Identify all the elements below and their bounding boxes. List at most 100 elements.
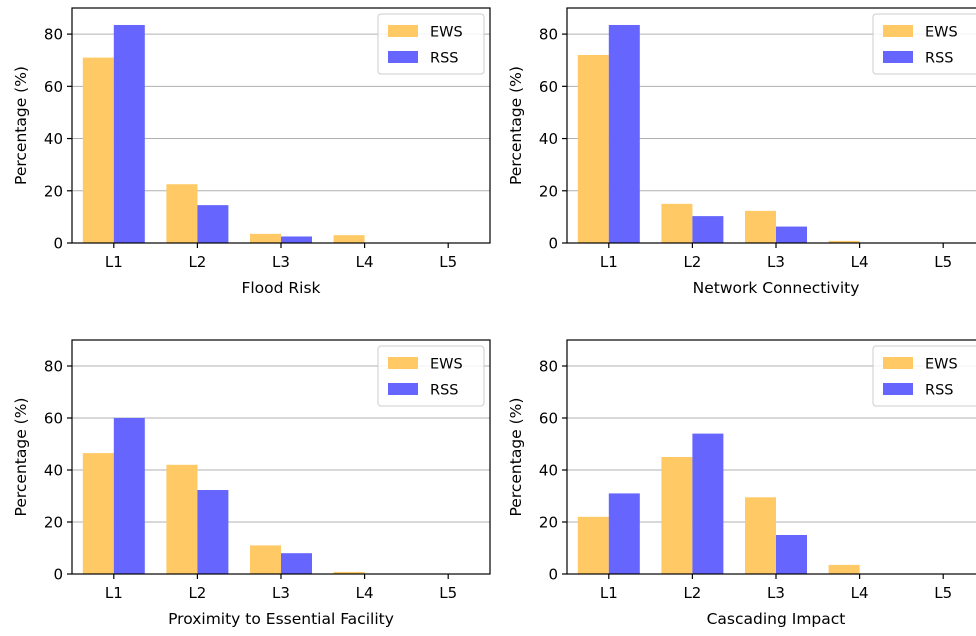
legend-swatch-ews [388,357,418,369]
bar-rss-l2 [692,216,724,243]
x-axis-label: Proximity to Essential Facility [168,610,394,628]
legend-swatch-ews [883,357,913,369]
x-tick-label: L4 [851,584,869,602]
x-tick-label: L2 [683,253,701,271]
y-tick-label: 80 [539,26,558,44]
x-tick-label: L5 [439,584,457,602]
x-axis-label: Network Connectivity [693,279,860,297]
y-tick-label: 0 [548,235,558,253]
x-tick-label: L1 [600,253,618,271]
bar-ews-l3 [745,210,776,243]
legend-swatch-rss [883,51,913,63]
legend: EWS RSS [872,345,976,407]
legend-swatch-ews [388,25,418,37]
bar-rss-l3 [281,553,312,574]
x-tick-label: L4 [356,253,374,271]
x-tick-label: L5 [934,584,952,602]
y-tick-label: 40 [44,462,63,480]
y-tick-label: 80 [44,26,63,44]
legend-swatch-ews [883,25,913,37]
legend-label-ews: EWS [925,357,958,373]
bar-rss-l3 [281,236,312,243]
x-tick-label: L4 [851,253,869,271]
y-tick-label: 20 [539,182,558,200]
bar-rss-l3 [776,226,807,243]
bar-rss-l2 [692,433,724,574]
y-tick-label: 20 [44,514,63,532]
legend-label-rss: RSS [430,51,458,67]
bar-rss-l1 [608,24,640,243]
x-tick-label: L2 [188,253,206,271]
y-tick-label: 60 [539,78,558,96]
legend: EWS RSS [377,345,485,407]
y-axis-label: Percentage (%) [507,398,525,517]
x-tick-label: L2 [188,584,206,602]
legend-label-ews: EWS [430,25,463,41]
bar-ews-l4 [333,571,365,574]
legend: EWS RSS [377,13,485,75]
y-axis-label: Percentage (%) [12,398,30,517]
legend-swatch-rss [388,51,418,63]
y-tick-label: 0 [548,566,558,584]
x-tick-label: L3 [767,584,785,602]
x-tick-label: L1 [105,584,123,602]
chart-panel-3: 0 20 40 60 80 L1 L2 L3 L4 L5 Proximity to Essentia… [12,339,491,628]
bar-ews-l1 [577,55,609,243]
bar-ews-l2 [661,203,693,243]
chart-panel-4: 0 20 40 60 80 L1 L2 L3 L4 L5 Cascading Impact Perce… [507,339,976,628]
chart-panel-2: 0 20 40 60 80 L1 L2 L3 L4 L5 Network Connectivity P… [507,7,976,297]
bar-rss-l1 [113,24,145,243]
bar-ews-l3 [745,497,776,574]
x-tick-label: L4 [356,584,374,602]
x-axis-label: Cascading Impact [707,610,846,628]
y-axis-label: Percentage (%) [12,66,30,185]
legend-label-ews: EWS [925,25,958,41]
x-tick-label: L5 [934,253,952,271]
x-tick-label: L3 [272,584,290,602]
y-tick-label: 0 [53,566,63,584]
legend-label-ews: EWS [430,357,463,373]
bar-ews-l1 [82,453,114,574]
bar-ews-l3 [250,545,281,574]
y-tick-label: 60 [44,410,63,428]
x-tick-label: L1 [105,253,123,271]
bar-ews-l2 [661,457,693,574]
x-tick-label: L3 [272,253,290,271]
y-axis-label: Percentage (%) [507,66,525,185]
bar-ews-l1 [577,516,609,574]
x-tick-label: L5 [439,253,457,271]
y-tick-label: 40 [539,462,558,480]
legend-swatch-rss [388,383,418,395]
y-tick-label: 20 [539,514,558,532]
bar-rss-l2 [197,205,229,243]
bar-rss-l1 [608,493,640,574]
legend-label-rss: RSS [925,51,953,67]
x-tick-label: L3 [767,253,785,271]
bar-rss-l2 [197,490,229,574]
legend: EWS RSS [872,13,976,75]
bar-ews-l2 [166,464,198,574]
y-tick-label: 40 [539,130,558,148]
bar-ews-l4 [333,235,365,243]
bar-ews-l4 [828,240,860,243]
x-tick-label: L1 [600,584,618,602]
y-tick-label: 60 [44,78,63,96]
bar-ews-l3 [250,233,281,243]
chart-panel-1: 0 20 40 60 80 L1 L2 L3 L4 L5 Flood Risk Percentage … [12,7,491,297]
bar-ews-l2 [166,184,198,243]
bar-rss-l1 [113,418,145,574]
x-axis-label: Flood Risk [241,279,320,297]
legend-label-rss: RSS [430,383,458,399]
y-tick-label: 60 [539,410,558,428]
bar-rss-l3 [776,535,807,574]
x-tick-label: L2 [683,584,701,602]
y-tick-label: 40 [44,130,63,148]
y-tick-label: 20 [44,182,63,200]
legend-swatch-rss [883,383,913,395]
y-tick-label: 80 [44,358,63,376]
y-tick-label: 80 [539,358,558,376]
bar-ews-l1 [82,57,114,243]
bar-ews-l4 [828,564,860,574]
y-tick-label: 0 [53,235,63,253]
